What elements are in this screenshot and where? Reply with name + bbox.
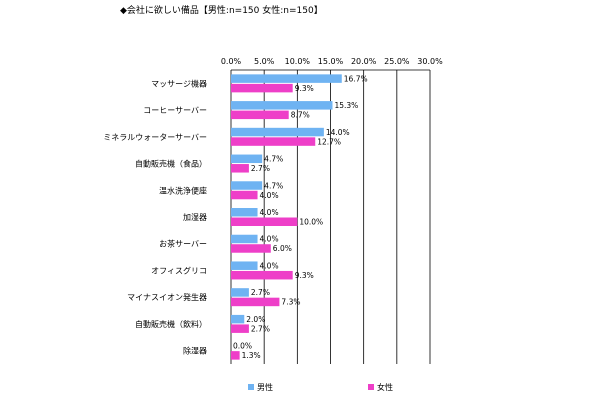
data-label: 1.3%: [242, 351, 261, 360]
bar-male: [231, 101, 333, 110]
data-label: 2.7%: [251, 324, 270, 333]
bar-male: [231, 181, 263, 190]
legend-swatch-female: [368, 384, 374, 390]
data-label: 0.0%: [233, 342, 252, 351]
bar-male: [231, 208, 258, 217]
data-label: 2.0%: [246, 315, 265, 324]
category-label: お茶サーバー: [159, 239, 207, 249]
bar-female: [231, 297, 280, 307]
data-label: 4.0%: [260, 191, 279, 200]
category-label: 自動販売機（飲料）: [135, 319, 207, 329]
bar-male: [231, 288, 249, 297]
x-tick-label: 15.0%: [318, 57, 344, 66]
category-label: 温水洗浄便座: [159, 185, 207, 195]
x-tick-label: 10.0%: [285, 57, 311, 66]
bar-female: [231, 137, 316, 146]
x-tick-label: 0.0%: [221, 57, 242, 66]
category-label: オフィスグリコ: [151, 265, 207, 275]
legend-label-male: 男性: [257, 382, 273, 392]
bar-female: [231, 217, 298, 226]
data-label: 4.7%: [264, 155, 283, 164]
data-label: 7.3%: [281, 298, 300, 307]
bar-male: [231, 127, 324, 137]
data-label: 12.7%: [317, 137, 341, 146]
data-label: 10.0%: [299, 218, 323, 227]
x-tick-label: 25.0%: [384, 57, 410, 66]
data-label: 15.3%: [334, 101, 358, 110]
bar-female: [231, 270, 293, 280]
bar-male: [231, 234, 258, 244]
data-label: 16.7%: [344, 74, 368, 83]
data-label: 6.0%: [273, 244, 292, 253]
bar-male: [231, 154, 263, 164]
bar-male: [231, 261, 258, 270]
data-label: 9.3%: [295, 84, 314, 93]
chart-title: ◆会社に欲しい備品【男性:n=150 女性:n=150】: [120, 6, 323, 16]
legend-label-female: 女性: [377, 382, 393, 392]
category-label: マッサージ機器: [151, 78, 207, 88]
category-label: マイナスイオン発生器: [127, 292, 207, 302]
x-tick-label: 5.0%: [254, 57, 275, 66]
data-label: 4.7%: [264, 181, 283, 190]
x-tick-label: 20.0%: [351, 57, 377, 66]
bar-female: [231, 244, 271, 253]
x-tick-label: 30.0%: [417, 57, 443, 66]
category-label: 除湿器: [183, 346, 207, 356]
category-label: ミネラルウォーターサーバー: [103, 133, 207, 142]
bar-female: [231, 110, 289, 120]
bar-female: [231, 164, 249, 173]
category-label: コーヒーサーバー: [143, 106, 207, 115]
bar-female: [231, 324, 249, 333]
data-label: 2.7%: [251, 164, 270, 173]
bar-female: [231, 351, 240, 360]
bar-male: [231, 74, 342, 83]
data-label: 4.0%: [260, 208, 279, 217]
data-label: 4.0%: [260, 235, 279, 244]
data-label: 4.0%: [260, 261, 279, 270]
legend-swatch-male: [248, 384, 254, 390]
category-label: 加湿器: [183, 212, 207, 222]
data-label: 14.0%: [326, 128, 350, 137]
data-label: 9.3%: [295, 271, 314, 280]
bar-female: [231, 83, 293, 93]
category-label: 自動販売機（食品）: [135, 159, 207, 169]
data-label: 2.7%: [251, 288, 270, 297]
bar-female: [231, 190, 258, 200]
bar-male: [231, 314, 245, 324]
data-label: 8.7%: [291, 111, 310, 120]
